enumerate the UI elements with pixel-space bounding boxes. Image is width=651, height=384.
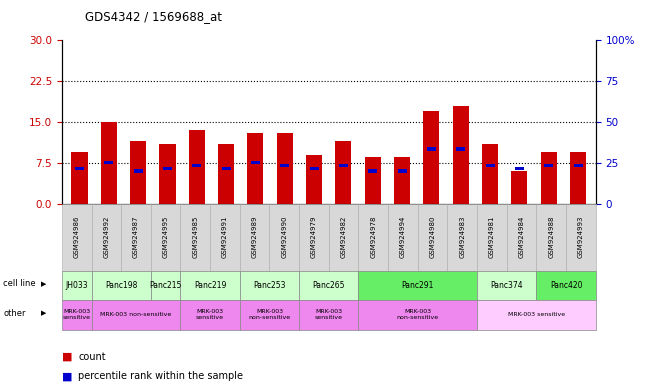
Bar	[163, 167, 172, 170]
Bar	[394, 157, 410, 204]
Text: GSM924985: GSM924985	[192, 216, 199, 258]
Bar	[218, 144, 234, 204]
Text: Panc374: Panc374	[490, 281, 523, 290]
Bar	[247, 133, 264, 204]
Bar	[133, 169, 143, 172]
Bar	[189, 130, 205, 204]
Text: percentile rank within the sample: percentile rank within the sample	[78, 371, 243, 381]
Bar	[277, 133, 293, 204]
Text: JH033: JH033	[65, 281, 88, 290]
Bar	[452, 106, 469, 204]
Bar	[398, 169, 406, 172]
Text: GSM924982: GSM924982	[340, 216, 346, 258]
Bar	[570, 152, 586, 204]
Bar	[427, 147, 436, 151]
Bar	[75, 167, 84, 170]
Text: GSM924988: GSM924988	[548, 216, 554, 258]
Bar	[544, 164, 553, 167]
Text: GSM924992: GSM924992	[104, 216, 109, 258]
Bar	[130, 141, 146, 204]
Text: MRK-003
sensitive: MRK-003 sensitive	[196, 310, 224, 320]
Bar	[104, 161, 113, 164]
Bar	[574, 164, 583, 167]
Bar	[339, 164, 348, 167]
Bar	[159, 144, 176, 204]
Bar	[192, 164, 201, 167]
Text: MRK-003
sensitive: MRK-003 sensitive	[314, 310, 343, 320]
Text: GSM924987: GSM924987	[133, 216, 139, 258]
Text: MRK-003 sensitive: MRK-003 sensitive	[508, 312, 565, 318]
Bar	[306, 155, 322, 204]
Text: ■: ■	[62, 371, 72, 381]
Bar	[221, 167, 230, 170]
Bar	[423, 111, 439, 204]
Text: GSM924995: GSM924995	[163, 216, 169, 258]
Text: GDS4342 / 1569688_at: GDS4342 / 1569688_at	[85, 10, 221, 23]
Bar	[541, 152, 557, 204]
Bar	[281, 164, 289, 167]
Text: MRK-003
non-sensitive: MRK-003 non-sensitive	[249, 310, 290, 320]
Text: Panc198: Panc198	[105, 281, 137, 290]
Bar	[486, 164, 495, 167]
Text: GSM924993: GSM924993	[578, 216, 584, 258]
Bar	[251, 161, 260, 164]
Text: ▶: ▶	[41, 310, 46, 316]
Text: GSM924981: GSM924981	[489, 216, 495, 258]
Bar	[101, 122, 117, 204]
Text: other: other	[3, 309, 26, 318]
Text: GSM924990: GSM924990	[281, 216, 287, 258]
Text: MRK-003
non-sensitive: MRK-003 non-sensitive	[396, 310, 439, 320]
Text: Panc215: Panc215	[150, 281, 182, 290]
Bar	[365, 157, 381, 204]
Bar	[368, 169, 377, 172]
Text: ■: ■	[62, 352, 72, 362]
Text: GSM924989: GSM924989	[252, 216, 258, 258]
Text: cell line: cell line	[3, 279, 36, 288]
Text: GSM924983: GSM924983	[459, 216, 465, 258]
Bar	[310, 167, 318, 170]
Text: ▶: ▶	[41, 281, 46, 287]
Text: GSM924979: GSM924979	[311, 216, 317, 258]
Bar	[456, 147, 465, 151]
Text: Panc253: Panc253	[253, 281, 286, 290]
Text: GSM924986: GSM924986	[74, 216, 79, 258]
Text: GSM924994: GSM924994	[400, 216, 406, 258]
Text: GSM924978: GSM924978	[370, 216, 376, 258]
Text: MRK-003 non-sensitive: MRK-003 non-sensitive	[100, 312, 172, 318]
Text: GSM924991: GSM924991	[222, 216, 228, 258]
Bar	[511, 171, 527, 204]
Text: Panc265: Panc265	[312, 281, 345, 290]
Text: Panc420: Panc420	[549, 281, 582, 290]
Bar	[482, 144, 498, 204]
Bar	[515, 167, 524, 170]
Text: Panc219: Panc219	[194, 281, 227, 290]
Text: Panc291: Panc291	[402, 281, 434, 290]
Text: GSM924984: GSM924984	[519, 216, 525, 258]
Bar	[335, 141, 352, 204]
Bar	[72, 152, 87, 204]
Text: MRK-003
sensitive: MRK-003 sensitive	[62, 310, 90, 320]
Text: count: count	[78, 352, 105, 362]
Text: GSM924980: GSM924980	[430, 216, 436, 258]
